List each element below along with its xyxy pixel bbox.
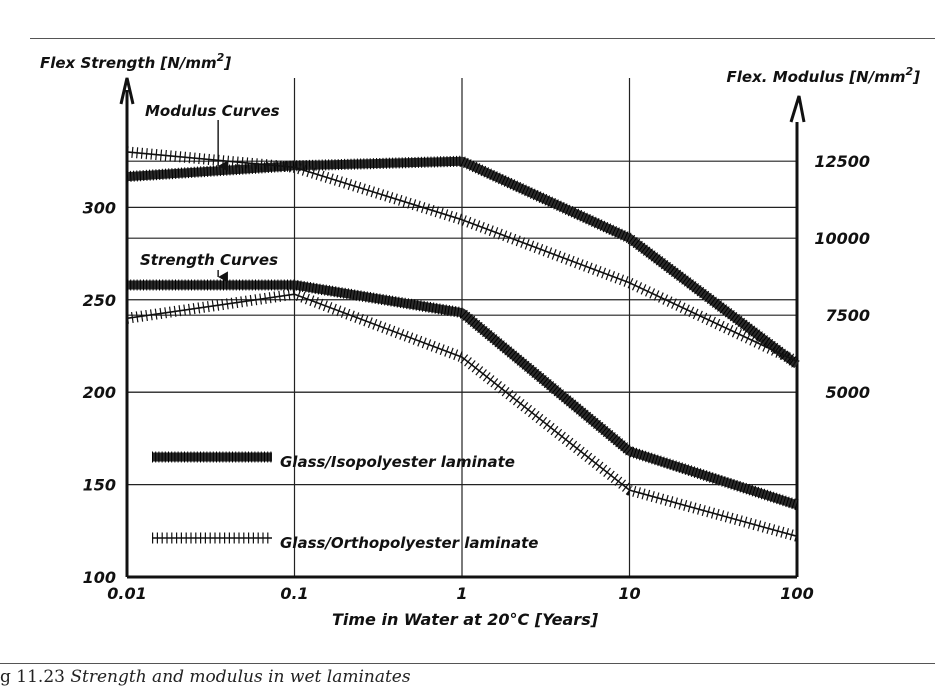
y-right-tick-label: 5000 (825, 383, 870, 402)
x-tick-label: 1 (456, 584, 467, 603)
x-tick-label: 10 (618, 584, 640, 603)
legend-label: Glass/Isopolyester laminate (280, 453, 515, 471)
y-right-tick-label: 10000 (814, 229, 870, 248)
y-left-title-end: ] (223, 54, 231, 72)
gridlines (127, 78, 797, 577)
series-line-hatch (126, 155, 801, 369)
y-left-tick-label: 100 (83, 568, 116, 587)
labels: 0.01 0.1 1 10 100 100 150 200 250 300 5000 7500 1000… (40, 51, 920, 629)
y-left-title-sup: 2 (217, 51, 225, 64)
series-group (126, 146, 801, 542)
legend-label: Glass/Orthopolyester laminate (280, 534, 538, 552)
y-left-axis-title: Flex Strength [N/mm2] (40, 51, 231, 72)
series-strength-thin (126, 288, 799, 542)
y-left-tick-label: 200 (83, 383, 116, 402)
series-modulus-thick (126, 155, 801, 369)
top-rule (30, 38, 935, 39)
x-tick-label: 0.1 (280, 584, 308, 603)
annotation-label: Strength Curves (140, 251, 278, 269)
y-left-title-main: Flex Strength [N/mm (40, 54, 217, 72)
series-modulus-thin (126, 146, 800, 367)
y-left-tick-label: 250 (83, 291, 116, 310)
legend-item: Glass/Orthopolyester laminate (152, 532, 538, 552)
caption-text: Strength and modulus in wet laminates (70, 667, 411, 687)
y-right-title-sup: 2 (905, 65, 913, 78)
figure-caption: g 11.23 Strength and modulus in wet lami… (0, 667, 411, 687)
y-right-tick-label: 7500 (825, 306, 870, 325)
legend-item: Glass/Isopolyester laminate (152, 451, 515, 471)
y-left-tick-label: 300 (83, 198, 116, 217)
x-axis-title: Time in Water at 20°C [Years] (332, 610, 599, 629)
annotation-label: Modulus Curves (145, 102, 280, 120)
y-right-axis-title: Flex. Modulus [N/mm2] (727, 65, 921, 86)
y-right-title-main: Flex. Modulus [N/mm (727, 68, 906, 86)
series-line (126, 151, 798, 363)
series-strength-thick (127, 279, 799, 511)
y-right-title-end: ] (912, 68, 920, 86)
series-line (127, 280, 799, 510)
x-tick-label: 0.01 (107, 584, 146, 603)
y-left-axis-arrow (119, 77, 135, 105)
bottom-rule (0, 663, 935, 664)
y-right-axis-arrow (789, 95, 806, 123)
caption-figure-number: g 11.23 (0, 667, 65, 687)
y-left-tick-label: 150 (83, 476, 116, 495)
y-right-tick-label: 12500 (814, 152, 870, 171)
series-line-hatch (126, 288, 799, 542)
x-tick-label: 100 (780, 584, 813, 603)
